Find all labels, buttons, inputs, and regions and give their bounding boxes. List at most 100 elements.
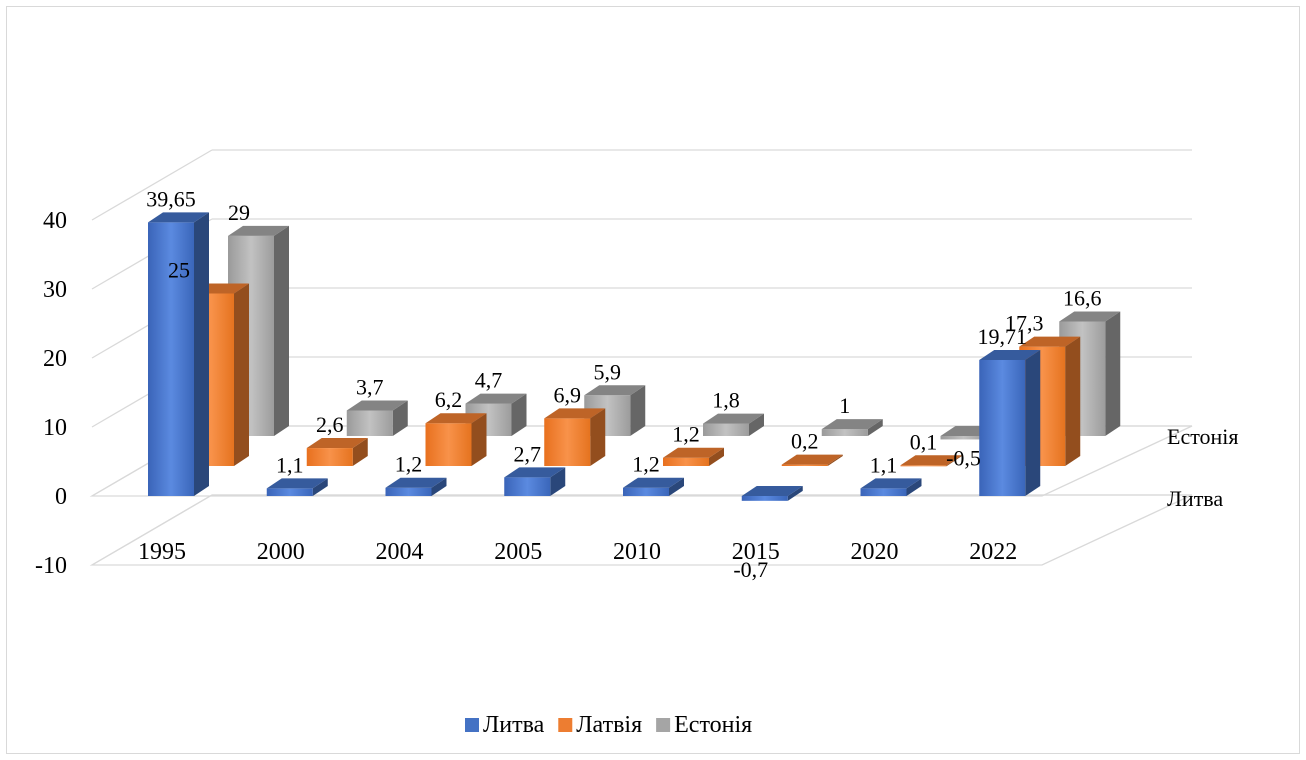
bar-Литва-1995 bbox=[148, 212, 209, 497]
data-label: 25 bbox=[168, 258, 190, 283]
bar-front bbox=[821, 429, 868, 436]
x-tick-label: 2020 bbox=[851, 539, 899, 565]
bar-side bbox=[867, 419, 883, 436]
bar-front bbox=[425, 423, 472, 466]
x-tick-label: 2015 bbox=[732, 539, 780, 565]
legend-label: Латвія bbox=[576, 712, 642, 738]
bar-side bbox=[590, 408, 606, 466]
depth-label: Литва bbox=[1167, 486, 1223, 511]
bar-side bbox=[392, 400, 408, 436]
floor-plane bbox=[89, 494, 1193, 566]
x-axis-ticks: 1995 2000 2004 2005 2010 2015 2020 2022 bbox=[138, 539, 1017, 565]
y-tick-label: 0 bbox=[55, 484, 67, 510]
data-label: 2,6 bbox=[316, 412, 344, 437]
bar-Литва-2005 bbox=[504, 467, 566, 496]
bar-front bbox=[663, 457, 709, 466]
bar-top bbox=[228, 225, 289, 236]
bar-top bbox=[1059, 311, 1121, 322]
x-tick-label: 2005 bbox=[494, 539, 542, 565]
bar-Латвія-2020 bbox=[900, 455, 962, 467]
bar-side bbox=[749, 413, 764, 436]
depth-axis-labels: Литва Естонія bbox=[1167, 424, 1239, 511]
data-label: 4,7 bbox=[475, 368, 503, 393]
data-label: 0,1 bbox=[910, 429, 938, 454]
bar-top bbox=[623, 477, 684, 488]
legend-swatch bbox=[465, 718, 479, 732]
bar-top bbox=[741, 486, 803, 496]
bar-Латвія-2000 bbox=[306, 438, 368, 466]
bar-top bbox=[266, 478, 328, 489]
bar-front bbox=[900, 465, 947, 467]
bar-front bbox=[979, 360, 1026, 496]
data-label: 1 bbox=[839, 393, 850, 418]
bar-side bbox=[787, 486, 803, 501]
chart-3d-column: -10 0 10 20 30 40 29 3,7 4,7 5,9 1,8 1 -0,5 16,6 25 2,… bbox=[35, 149, 1239, 738]
chart-frame: -10 0 10 20 30 40 29 3,7 4,7 5,9 1,8 1 -0,5 16,6 25 2,… bbox=[6, 6, 1300, 754]
x-tick-label: 2022 bbox=[969, 539, 1017, 565]
depth-label: Естонія bbox=[1167, 424, 1239, 449]
data-label: 39,65 bbox=[146, 186, 196, 211]
data-label: 0,2 bbox=[791, 429, 819, 454]
bar-top bbox=[703, 413, 764, 424]
bar-side bbox=[1065, 336, 1081, 466]
bar-front bbox=[940, 436, 987, 440]
bar-side bbox=[194, 212, 209, 497]
bar-top bbox=[385, 477, 447, 488]
data-label: 1,2 bbox=[395, 452, 423, 477]
bar-side bbox=[511, 393, 527, 436]
bar-top bbox=[781, 454, 843, 465]
bar-side bbox=[234, 283, 249, 466]
data-label: 2,7 bbox=[514, 441, 542, 466]
data-label: 5,9 bbox=[594, 359, 622, 384]
bar-top bbox=[900, 455, 962, 466]
bar-top bbox=[544, 408, 606, 419]
bar-side bbox=[274, 225, 289, 436]
data-label: -0,7 bbox=[733, 557, 768, 582]
y-tick-label: 40 bbox=[43, 208, 67, 234]
x-tick-label: 1995 bbox=[138, 539, 186, 565]
bar-Латвія-2010 bbox=[663, 447, 724, 466]
data-label: 1,8 bbox=[712, 388, 740, 413]
bar-Литва-2004 bbox=[385, 477, 447, 496]
bar-front bbox=[544, 418, 591, 466]
bar-top bbox=[821, 419, 883, 430]
bar-side bbox=[946, 455, 962, 467]
bar-Латвія-2015 bbox=[781, 454, 843, 466]
bar-top bbox=[425, 413, 487, 424]
data-label: -0,5 bbox=[946, 445, 981, 470]
bar-side bbox=[669, 477, 684, 496]
bar-top bbox=[465, 393, 527, 404]
bar-side bbox=[630, 385, 646, 436]
bar-side bbox=[352, 438, 368, 466]
bar-Литва-2020 bbox=[860, 478, 922, 496]
data-label: 17,3 bbox=[1005, 311, 1044, 336]
bar-front bbox=[623, 487, 669, 496]
legend-item: Естонія bbox=[656, 712, 752, 738]
legend-label: Литва bbox=[483, 712, 545, 738]
bar-Литва-2010 bbox=[623, 477, 684, 496]
data-label: 1,1 bbox=[870, 452, 898, 477]
legend-item: Латвія bbox=[558, 712, 642, 738]
data-label: 1,2 bbox=[672, 422, 700, 447]
bar-Латвія-2004 bbox=[425, 413, 487, 466]
bar-Естонія-2005 bbox=[584, 385, 646, 436]
legend-label: Естонія bbox=[674, 712, 752, 738]
bar-front bbox=[385, 487, 432, 496]
bar-side bbox=[312, 478, 328, 496]
bar-front bbox=[860, 488, 907, 496]
bar-Естонія-2010 bbox=[703, 413, 764, 436]
legend-item: Литва bbox=[465, 712, 545, 738]
data-label: 6,2 bbox=[435, 387, 463, 412]
y-tick-label: 20 bbox=[43, 346, 67, 372]
data-label: 19,71 bbox=[978, 324, 1028, 349]
bar-front bbox=[346, 410, 393, 436]
bar-top bbox=[1019, 336, 1081, 347]
bar-side bbox=[906, 478, 922, 496]
bar-side bbox=[431, 477, 447, 496]
bar-side bbox=[550, 467, 566, 496]
legend-swatch bbox=[558, 718, 573, 732]
data-label: 29 bbox=[228, 200, 250, 225]
bar-side bbox=[1025, 350, 1041, 496]
y-axis-ticks: -10 0 10 20 30 40 bbox=[35, 208, 67, 579]
gridline-side bbox=[91, 149, 213, 221]
